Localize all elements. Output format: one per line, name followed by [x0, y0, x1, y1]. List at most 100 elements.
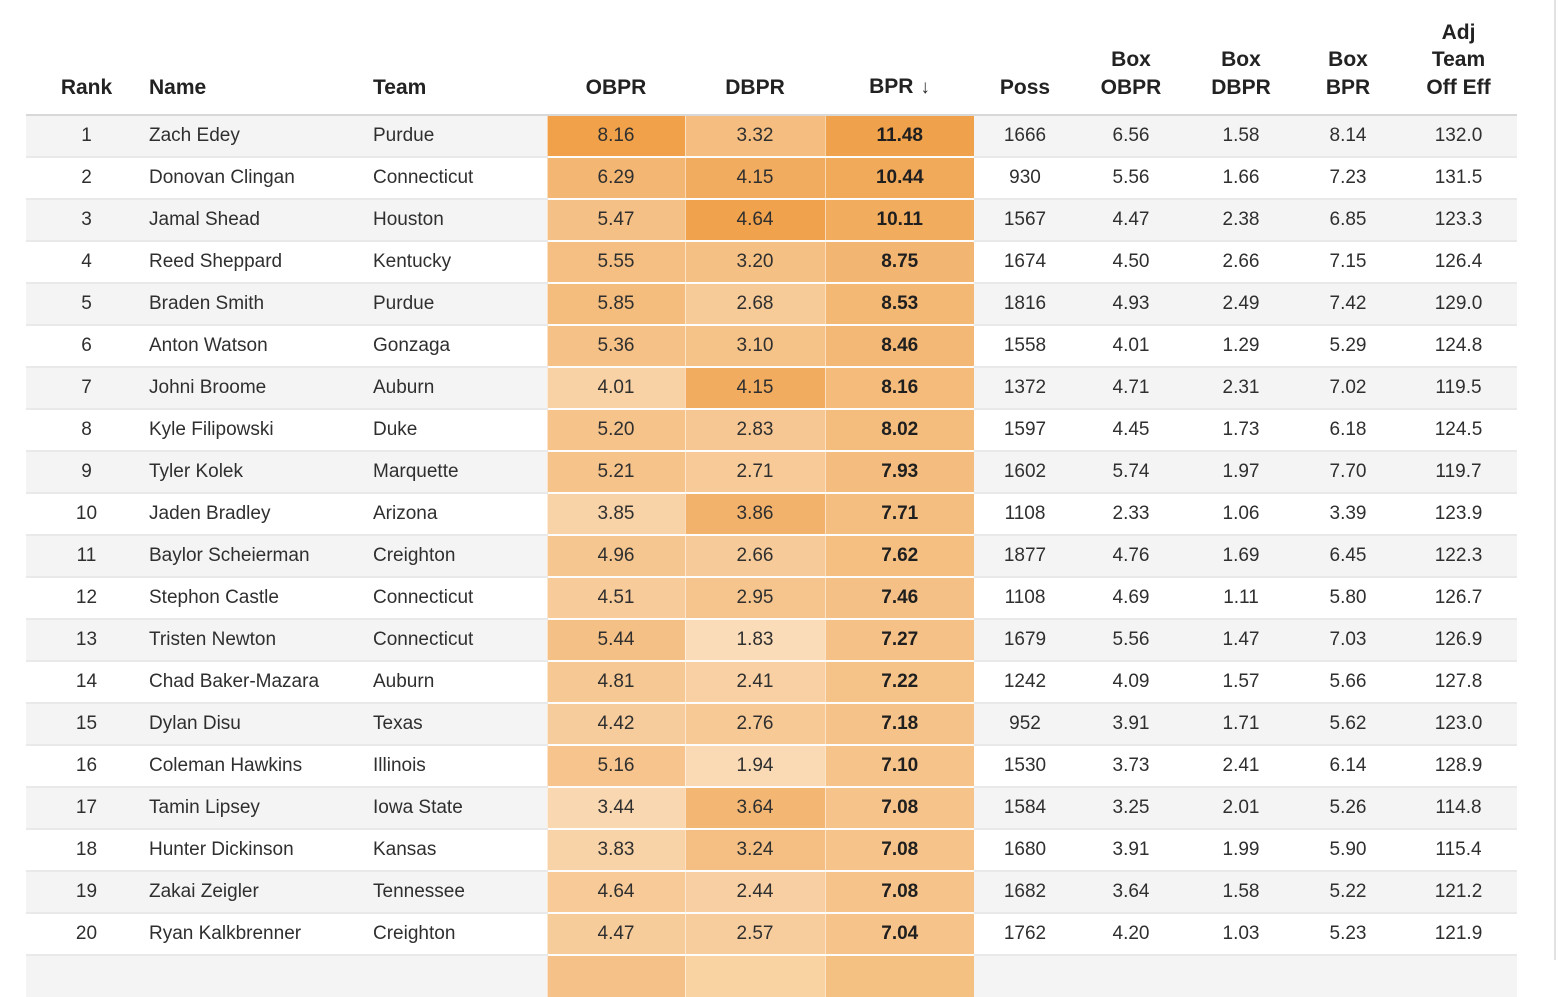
dbpr-cell: 1.94: [684, 744, 825, 787]
column-header-adj_team_off_eff[interactable]: Adj Team Off Eff: [1400, 0, 1517, 116]
poss-cell: 952: [974, 702, 1076, 745]
name-cell: Dylan Disu: [147, 702, 371, 745]
poss-cell: 1682: [974, 870, 1076, 913]
box_dbpr-cell: 1.97: [1186, 450, 1296, 493]
poss-cell: 1680: [974, 828, 1076, 871]
table-row: 14 Chad Baker-Mazara Auburn 4.81 2.41 7.22 124…: [26, 660, 1517, 703]
column-header-obpr[interactable]: OBPR: [547, 0, 685, 116]
dbpr-cell: 3.24: [684, 828, 825, 871]
bpr-cell: 8.75: [824, 240, 974, 283]
adj_team_off_eff-cell: 124.5: [1400, 408, 1517, 451]
column-header-team[interactable]: Team: [371, 0, 547, 116]
poss-cell: 1108: [974, 576, 1076, 619]
column-label-rank: Rank: [60, 75, 113, 99]
box_bpr-cell: 7.02: [1296, 366, 1400, 409]
box_bpr-cell: 5.22: [1296, 870, 1400, 913]
column-header-dbpr[interactable]: DBPR: [685, 0, 825, 116]
table-row: 13 Tristen Newton Connecticut 5.44 1.83 7.27 1…: [26, 618, 1517, 661]
dbpr-cell: 2.76: [684, 702, 825, 745]
column-header-box_dbpr[interactable]: Box DBPR: [1186, 0, 1296, 116]
name-cell: Anton Watson: [147, 324, 371, 367]
rank-cell: 13: [26, 618, 147, 661]
adj_team_off_eff-cell: 114.8: [1400, 786, 1517, 829]
box_obpr-cell: 4.76: [1076, 534, 1186, 577]
table-row: 15 Dylan Disu Texas 4.42 2.76 7.18 952 3.91 1.71…: [26, 702, 1517, 745]
poss-cell: 1242: [974, 660, 1076, 703]
team-cell: Connecticut: [371, 576, 547, 619]
obpr-cell: 8.16: [546, 114, 685, 157]
bpr-cell: 7.08: [824, 828, 974, 871]
table-right-edge-line: [1554, 0, 1556, 960]
player-ratings-table: Rank Name Team OBPR DBPR BPR ↓ Poss Box OBPR Box …: [26, 0, 1517, 997]
poss-cell: 930: [974, 156, 1076, 199]
obpr-cell: 5.44: [546, 618, 685, 661]
team-cell: Auburn: [371, 366, 547, 409]
dbpr-cell: 4.64: [684, 198, 825, 241]
poss-cell: 1372: [974, 366, 1076, 409]
bpr-cell: 7.22: [824, 660, 974, 703]
adj_team_off_eff-cell: 132.0: [1400, 114, 1517, 157]
box_bpr-cell: 5.90: [1296, 828, 1400, 871]
box_dbpr-cell: 1.57: [1186, 660, 1296, 703]
bpr-cell: 7.46: [824, 576, 974, 619]
team-cell: Kansas: [371, 828, 547, 871]
obpr-cell: 6.29: [546, 156, 685, 199]
rank-cell: 17: [26, 786, 147, 829]
box_dbpr-cell: 1.71: [1186, 702, 1296, 745]
box_dbpr-cell: 1.69: [1186, 534, 1296, 577]
poss-cell: 1816: [974, 282, 1076, 325]
rank-cell: 4: [26, 240, 147, 283]
box_dbpr-cell: 1.03: [1186, 912, 1296, 955]
poss-cell: 1602: [974, 450, 1076, 493]
obpr-cell: 3.83: [546, 828, 685, 871]
column-label-obpr: OBPR: [585, 75, 647, 99]
rank-cell: 10: [26, 492, 147, 535]
obpr-cell: 5.55: [546, 240, 685, 283]
bpr-cell: 7.04: [824, 912, 974, 955]
box_obpr-cell: 5.56: [1076, 156, 1186, 199]
column-header-poss[interactable]: Poss: [974, 0, 1076, 116]
dbpr-cell: 2.68: [684, 282, 825, 325]
obpr-cell: 5.16: [546, 744, 685, 787]
column-label-box_obpr: Box OBPR: [1100, 48, 1162, 99]
adj_team_off_eff-cell: 121.9: [1400, 912, 1517, 955]
team-cell: Illinois: [371, 744, 547, 787]
obpr-cell: 3.44: [546, 786, 685, 829]
rank-cell: 12: [26, 576, 147, 619]
box_bpr-cell: 5.62: [1296, 702, 1400, 745]
poss-cell: 1530: [974, 744, 1076, 787]
bpr-cell: 7.08: [824, 786, 974, 829]
poss-cell: 1762: [974, 912, 1076, 955]
box_obpr-cell: [1076, 954, 1186, 997]
name-cell: Johni Broome: [147, 366, 371, 409]
name-cell: Hunter Dickinson: [147, 828, 371, 871]
box_obpr-cell: 4.45: [1076, 408, 1186, 451]
dbpr-cell: 4.15: [684, 366, 825, 409]
adj_team_off_eff-cell: 122.3: [1400, 534, 1517, 577]
column-header-box_obpr[interactable]: Box OBPR: [1076, 0, 1186, 116]
box_bpr-cell: 5.23: [1296, 912, 1400, 955]
poss-cell: 1674: [974, 240, 1076, 283]
name-cell: Tyler Kolek: [147, 450, 371, 493]
box_obpr-cell: 4.69: [1076, 576, 1186, 619]
box_obpr-cell: 4.20: [1076, 912, 1186, 955]
dbpr-cell: 2.41: [684, 660, 825, 703]
obpr-cell: 4.64: [546, 870, 685, 913]
box_obpr-cell: 3.25: [1076, 786, 1186, 829]
dbpr-cell: 3.10: [684, 324, 825, 367]
dbpr-cell: 2.71: [684, 450, 825, 493]
column-header-name[interactable]: Name: [147, 0, 371, 116]
rank-cell: 11: [26, 534, 147, 577]
obpr-cell: 3.85: [546, 492, 685, 535]
team-cell: Tennessee: [371, 870, 547, 913]
column-header-box_bpr[interactable]: Box BPR: [1296, 0, 1400, 116]
column-header-rank[interactable]: Rank: [26, 0, 147, 116]
adj_team_off_eff-cell: 123.0: [1400, 702, 1517, 745]
obpr-cell: 4.51: [546, 576, 685, 619]
box_bpr-cell: [1296, 954, 1400, 997]
poss-cell: [974, 954, 1076, 997]
column-header-bpr[interactable]: BPR ↓: [825, 0, 974, 116]
box_dbpr-cell: 2.38: [1186, 198, 1296, 241]
adj_team_off_eff-cell: 115.4: [1400, 828, 1517, 871]
table-row: 17 Tamin Lipsey Iowa State 3.44 3.64 7.08 1584…: [26, 786, 1517, 829]
